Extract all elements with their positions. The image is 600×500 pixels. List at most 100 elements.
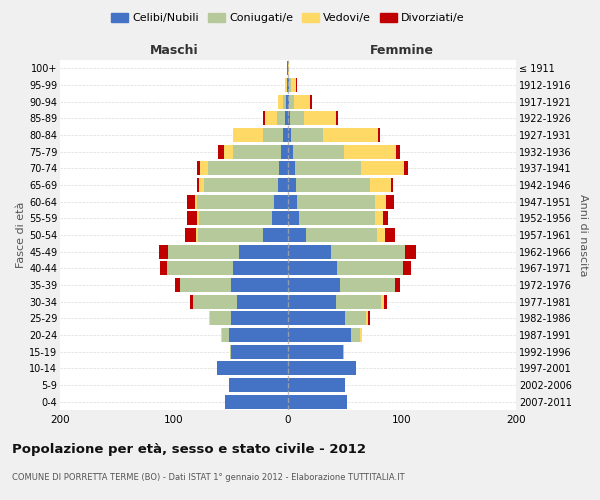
Bar (284, 78, 287, 92)
Bar (281, 144, 288, 159)
Bar (292, 128, 323, 142)
Bar (224, 144, 233, 159)
Bar (288, 128, 292, 142)
Bar (288, 278, 340, 292)
Bar (288, 244, 331, 259)
Bar (296, 178, 370, 192)
Bar (233, 261, 288, 276)
Bar (283, 94, 286, 109)
Bar (200, 162, 208, 175)
Bar (310, 94, 312, 109)
Bar (286, 94, 288, 109)
Bar (263, 228, 288, 242)
Bar (230, 344, 231, 359)
Bar (403, 261, 411, 276)
Bar (361, 162, 404, 175)
Bar (263, 128, 283, 142)
Y-axis label: Fasce di età: Fasce di età (16, 202, 26, 268)
Bar (288, 94, 289, 109)
Bar (374, 211, 383, 226)
Bar (226, 394, 288, 409)
Bar (337, 261, 403, 276)
Bar (211, 311, 231, 326)
Bar (304, 112, 336, 126)
Bar (229, 378, 288, 392)
Bar (197, 162, 200, 175)
Bar (288, 394, 347, 409)
Bar (160, 261, 167, 276)
Bar (288, 194, 297, 209)
Bar (263, 112, 265, 126)
Bar (196, 228, 198, 242)
Bar (284, 112, 288, 126)
Bar (289, 94, 294, 109)
Bar (209, 311, 211, 326)
Bar (288, 361, 356, 376)
Bar (190, 294, 193, 308)
Bar (343, 344, 344, 359)
Bar (222, 328, 229, 342)
Bar (378, 128, 380, 142)
Bar (323, 128, 378, 142)
Bar (203, 178, 278, 192)
Bar (229, 328, 288, 342)
Bar (360, 328, 362, 342)
Text: Femmine: Femmine (370, 44, 434, 57)
Bar (231, 311, 288, 326)
Bar (168, 244, 239, 259)
Bar (384, 294, 387, 308)
Bar (293, 144, 344, 159)
Bar (197, 194, 274, 209)
Bar (279, 162, 288, 175)
Bar (221, 328, 222, 342)
Bar (306, 228, 377, 242)
Bar (198, 228, 263, 242)
Bar (288, 261, 337, 276)
Bar (294, 94, 310, 109)
Bar (231, 278, 288, 292)
Bar (197, 211, 199, 226)
Bar (382, 294, 384, 308)
Text: Maschi: Maschi (149, 44, 199, 57)
Bar (290, 112, 304, 126)
Bar (180, 278, 231, 292)
Bar (199, 178, 203, 192)
Bar (287, 62, 288, 76)
Bar (288, 178, 296, 192)
Bar (199, 211, 272, 226)
Bar (288, 344, 343, 359)
Text: COMUNE DI PORRETTA TERME (BO) - Dati ISTAT 1° gennaio 2012 - Elaborazione TUTTIT: COMUNE DI PORRETTA TERME (BO) - Dati IST… (12, 472, 404, 482)
Bar (404, 162, 408, 175)
Bar (383, 211, 388, 226)
Y-axis label: Anni di nascita: Anni di nascita (578, 194, 589, 276)
Bar (218, 144, 224, 159)
Bar (296, 78, 297, 92)
Bar (288, 78, 289, 92)
Bar (368, 311, 370, 326)
Bar (370, 178, 391, 192)
Bar (345, 311, 365, 326)
Bar (288, 328, 350, 342)
Bar (288, 112, 290, 126)
Bar (287, 78, 288, 92)
Bar (193, 294, 236, 308)
Bar (283, 128, 288, 142)
Bar (344, 144, 397, 159)
Bar (197, 178, 199, 192)
Bar (365, 311, 368, 326)
Bar (406, 244, 416, 259)
Bar (233, 144, 281, 159)
Bar (340, 278, 395, 292)
Bar (187, 194, 194, 209)
Bar (175, 278, 180, 292)
Bar (288, 228, 306, 242)
Bar (272, 211, 288, 226)
Bar (208, 162, 279, 175)
Bar (386, 194, 394, 209)
Bar (288, 162, 295, 175)
Text: Popolazione per età, sesso e stato civile - 2012: Popolazione per età, sesso e stato civil… (12, 442, 366, 456)
Bar (377, 228, 385, 242)
Bar (385, 228, 395, 242)
Bar (299, 211, 374, 226)
Bar (331, 244, 406, 259)
